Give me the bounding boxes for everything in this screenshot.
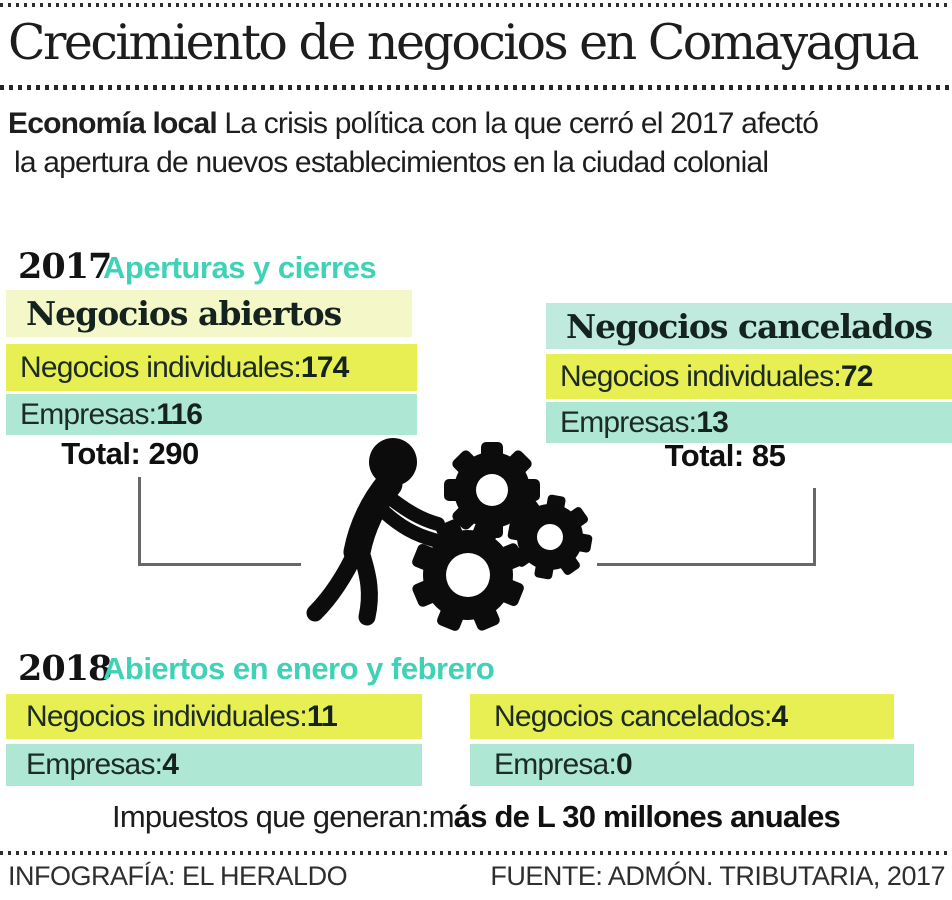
open2018-companies-label: Empresas:: [26, 748, 163, 781]
opened-header-label: Negocios abiertos: [26, 294, 342, 333]
open2018-companies-bar: Empresas: 4: [6, 744, 422, 786]
open2018-individuals-label: Negocios individuales:: [26, 699, 308, 733]
open2018-companies-value: 4: [162, 748, 179, 781]
person-icon: [306, 438, 445, 626]
opened-companies-bar: Empresas: 116: [6, 394, 417, 435]
page-title: Crecimiento de negocios en Comayagua: [8, 14, 920, 71]
cancelled-total: Total: 85: [625, 438, 825, 474]
lead-line2: la apertura de nuevos establecimientos e…: [14, 146, 769, 179]
cancel2018-label: Negocios cancelados:: [494, 699, 772, 733]
credit-line: INFOGRAFÍA: EL HERALDO: [8, 861, 348, 891]
opened-total-label: Total:: [61, 436, 149, 471]
lead-paragraph: Economía local La crisis política con la…: [8, 104, 948, 182]
open2018-individuals-value: 11: [306, 699, 338, 733]
lead-line1: La crisis política con la que cerró el 2…: [216, 107, 819, 140]
cancelled-companies-value: 13: [696, 405, 729, 439]
gear-icon: [444, 442, 540, 538]
open2018-individuals-bar: Negocios individuales: 11: [6, 694, 422, 739]
left-bracket-line: [138, 477, 301, 566]
opened-total: Total: 290: [30, 436, 230, 472]
cancelled-total-label: Total:: [664, 438, 752, 473]
company2018-label: Empresa:: [494, 748, 617, 781]
opened-individuals-label: Negocios individuales:: [20, 350, 302, 384]
title-dotted-rule: [0, 85, 952, 90]
year-2018: 2018: [18, 648, 112, 689]
person-pushing-gears-icon: [306, 438, 593, 631]
cancelled-individuals-value: 72: [840, 359, 874, 393]
taxes-bold-text: ás de L 30 millones anuales: [453, 799, 841, 834]
opened-individuals-bar: Negocios individuales: 174: [6, 344, 417, 391]
gear-icon: [412, 519, 524, 631]
taxes-line: Impuestos que generan:más de L 30 millon…: [0, 799, 952, 835]
cancel2018-bar: Negocios cancelados: 4: [470, 694, 894, 739]
gear-icon: [507, 494, 593, 580]
cancel2018-value: 4: [771, 699, 789, 733]
cancelled-individuals-bar: Negocios individuales: 72: [546, 354, 952, 399]
subtitle-2018: Abiertos en enero y febrero: [103, 651, 495, 686]
cancelled-total-value: 85: [751, 438, 786, 473]
taxes-regular-text: Impuestos que generan:m: [112, 799, 455, 834]
right-bracket-line: [597, 488, 816, 566]
footer-dotted-rule: [0, 851, 952, 855]
cancelled-individuals-label: Negocios individuales:: [560, 359, 842, 393]
year-2017: 2017: [18, 246, 112, 287]
source-line: FUENTE: ADMÓN. TRIBUTARIA, 2017: [490, 861, 945, 891]
opened-companies-value: 116: [156, 397, 203, 431]
subtitle-2017: Aperturas y cierres: [103, 250, 377, 285]
cancelled-companies-label: Empresas:: [560, 405, 697, 439]
opened-individuals-value: 174: [300, 350, 349, 384]
company2018-bar: Empresa: 0: [470, 744, 914, 786]
opened-total-value: 290: [148, 436, 199, 471]
opened-header-bar: Negocios abiertos: [6, 290, 412, 337]
cancelled-companies-bar: Empresas: 13: [546, 402, 952, 443]
cancelled-header-label: Negocios cancelados: [566, 306, 933, 346]
opened-companies-label: Empresas:: [20, 397, 157, 431]
top-dotted-rule: [0, 3, 952, 7]
cancelled-header-bar: Negocios cancelados: [546, 303, 952, 349]
company2018-value: 0: [615, 748, 633, 781]
lead-kicker: Economía local: [8, 107, 218, 140]
